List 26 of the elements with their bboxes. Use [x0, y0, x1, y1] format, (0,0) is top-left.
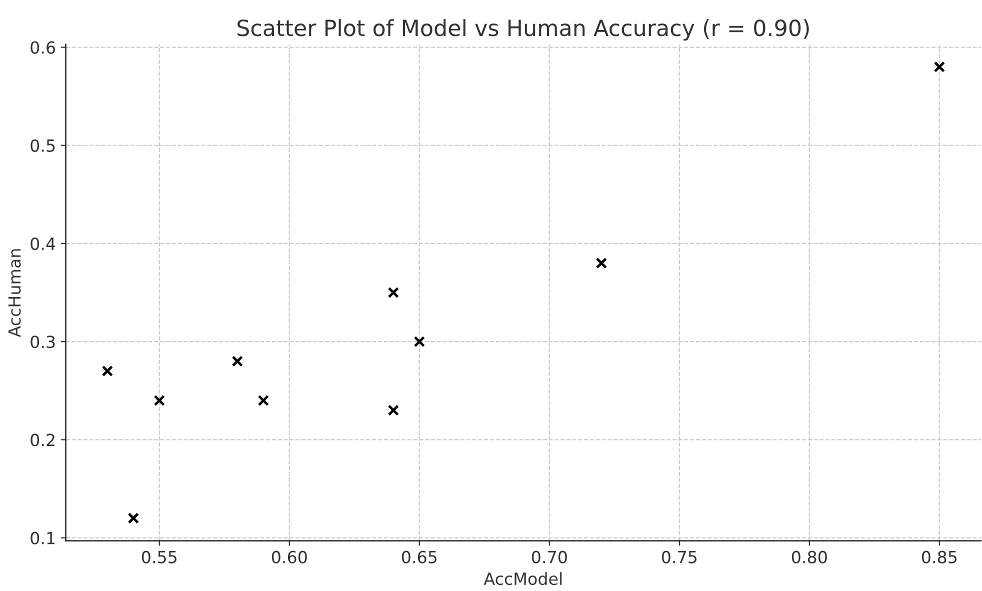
- point: [414, 336, 426, 348]
- y-tick-label: 0.1: [30, 532, 55, 544]
- y-tick-label: 0.2: [30, 434, 54, 446]
- x-tick-label: 0.55: [142, 550, 176, 564]
- y-tick-label: 0.4: [30, 237, 56, 250]
- point: [154, 394, 166, 406]
- point: [388, 286, 400, 298]
- x-tick-label: 0.85: [922, 550, 957, 564]
- point: [596, 257, 608, 269]
- x-tick-label: 0.70: [532, 550, 567, 564]
- point: [232, 356, 244, 367]
- x-tick-label: 0.60: [272, 550, 307, 564]
- point: [388, 404, 400, 416]
- point: [128, 512, 140, 524]
- point: [934, 61, 946, 73]
- x-tick-label: 0.75: [662, 550, 697, 564]
- y-axis-title: AccHuman: [8, 249, 21, 338]
- y-tick-label: 0.3: [30, 336, 55, 348]
- chart-title: Scatter Plot of Model vs Human Accuracy (r = 0.90): [238, 19, 809, 41]
- y-tick-label: 0.5: [30, 139, 55, 152]
- y-tick-label: 0.6: [30, 41, 56, 54]
- x-axis-title: AccModel: [484, 572, 562, 586]
- point: [258, 394, 270, 406]
- x-tick-label: 0.65: [402, 550, 437, 564]
- point: [102, 365, 114, 377]
- x-tick-label: 0.80: [792, 550, 827, 564]
